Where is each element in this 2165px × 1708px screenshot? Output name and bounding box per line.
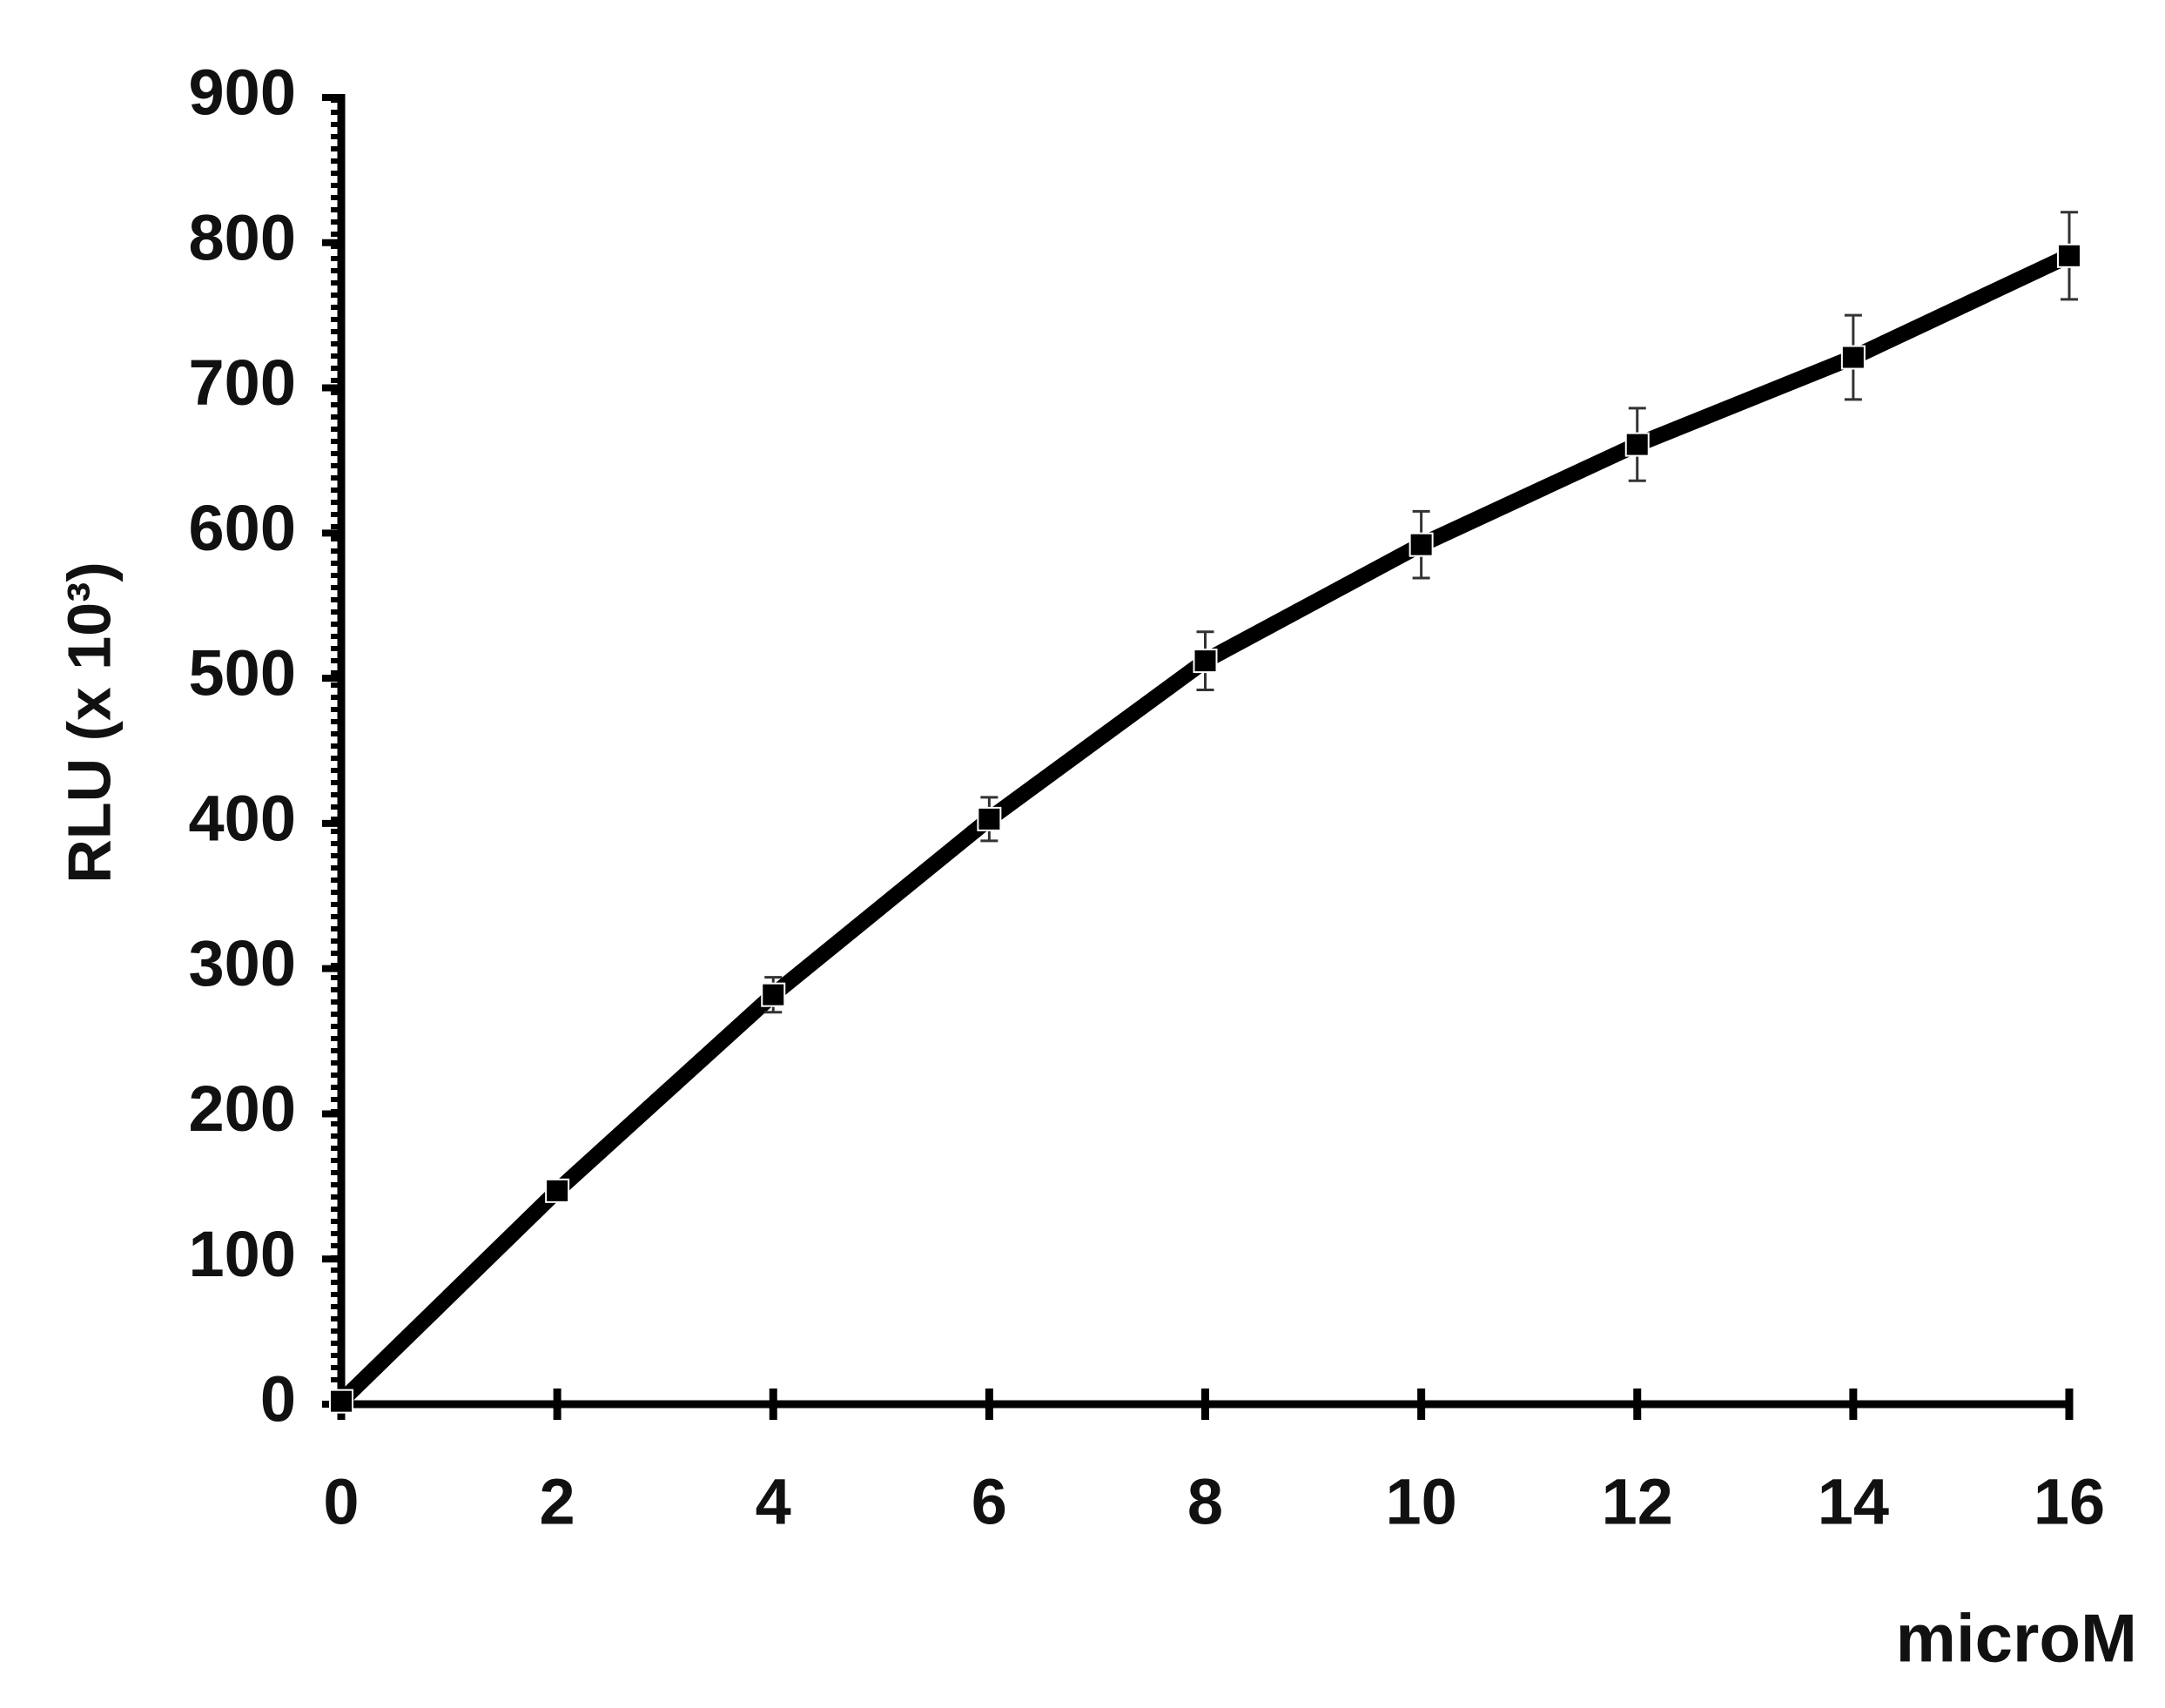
point-marker xyxy=(1624,432,1650,457)
y-tick-label: 300 xyxy=(189,927,296,999)
x-tick-label: 8 xyxy=(1187,1466,1223,1538)
x-tick-label: 12 xyxy=(1602,1466,1673,1538)
y-tick-label: 0 xyxy=(260,1363,296,1436)
y-tick-label: 900 xyxy=(189,57,296,129)
point-marker xyxy=(2057,243,2081,268)
y-tick-label: 200 xyxy=(189,1073,296,1145)
point-marker xyxy=(977,806,1002,831)
y-tick-label: 100 xyxy=(189,1218,296,1290)
x-tick-label: 16 xyxy=(2034,1466,2105,1538)
x-axis-label: microM xyxy=(1896,1600,2137,1677)
data-line xyxy=(335,248,2073,1408)
y-tick-label: 400 xyxy=(189,782,296,854)
point-marker xyxy=(329,1389,353,1414)
point-marker xyxy=(1409,532,1434,557)
x-tick-label: 10 xyxy=(1385,1466,1456,1538)
y-axis-label: RLU (x 10³) xyxy=(55,561,123,883)
x-tick-label: 6 xyxy=(972,1466,1007,1538)
point-marker xyxy=(1840,345,1866,370)
y-tick-label: 700 xyxy=(189,346,296,419)
y-tick-label: 600 xyxy=(189,492,296,564)
point-marker xyxy=(761,982,786,1007)
x-tick-label: 14 xyxy=(1818,1466,1889,1538)
point-marker xyxy=(545,1178,570,1203)
x-tick-label: 2 xyxy=(540,1466,575,1538)
y-tick-label: 500 xyxy=(189,637,296,709)
y-tick-label: 800 xyxy=(189,201,296,273)
x-tick-label: 0 xyxy=(323,1466,359,1538)
point-marker xyxy=(1193,649,1218,674)
x-tick-label: 4 xyxy=(756,1466,791,1538)
